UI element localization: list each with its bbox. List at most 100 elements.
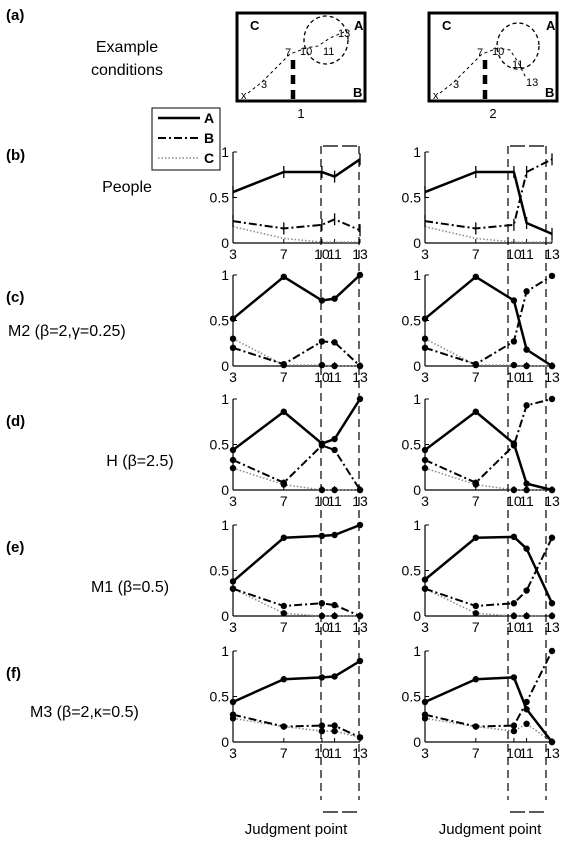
data-point-C-d-2-3 (421, 464, 429, 472)
data-point-A-e-1-3 (229, 578, 237, 585)
y-tick-label-f-1-0: 0 (221, 734, 229, 750)
x-tick-label-f-2-10: 10 (506, 745, 522, 761)
x-axis-title-condition-1: Judgment point (245, 821, 348, 838)
data-point-B-d-1-11 (331, 446, 338, 454)
series-line-B-d-1 (232, 444, 361, 491)
panel-label-e: M1 (β=0.5) (91, 579, 169, 596)
data-point-A-d-1-3 (229, 446, 237, 454)
y-tick-label-e-1-0: 0 (221, 608, 229, 624)
x-tick-label-b-1-3: 3 (229, 246, 237, 262)
condition-1-diagram: C A B x 3 7 10 11 13 1 (235, 11, 367, 121)
x-tick-label-d-1-7: 7 (280, 493, 288, 509)
x-tick-label-e-2-13: 13 (544, 619, 560, 635)
x-tick-label-e-2-10: 10 (506, 619, 522, 635)
data-point-A-f-2-13 (548, 738, 556, 746)
series-line-C-e-1 (232, 588, 360, 617)
data-point-A-c-2-13 (548, 362, 556, 370)
data-point-B-c-1-13 (356, 362, 364, 370)
x-tick-label-b-1-13: 13 (352, 246, 368, 262)
data-point-B-e-1-10 (318, 600, 326, 607)
x-tick-label-f-2-13: 13 (544, 745, 560, 761)
condition-1-point-3: 3 (261, 79, 267, 91)
x-tick-label-f-1-11: 11 (327, 745, 342, 761)
series-line-C-f-1 (232, 717, 361, 739)
y-tick-label-f-2-1: 1 (413, 643, 421, 659)
y-tick-label-b-2-0.5: 0.5 (402, 190, 422, 206)
x-tick-label-e-1-11: 11 (327, 619, 342, 635)
x-tick-label-b-2-10: 10 (506, 246, 522, 262)
data-point-B-e-1-13 (356, 612, 364, 620)
legend-label-C: C (204, 150, 214, 166)
y-tick-label-c-1-0.5: 0.5 (210, 313, 230, 329)
data-point-C-e-2-13 (548, 612, 556, 620)
data-point-A-f-2-11 (523, 706, 530, 713)
data-point-C-f-2-10 (510, 727, 518, 735)
x-tick-label-f-2-11: 11 (519, 745, 534, 761)
y-tick-label-d-2-1: 1 (413, 391, 421, 407)
x-tick-label-b-1-11: 11 (327, 246, 342, 262)
data-point-B-d-1-7 (280, 479, 287, 486)
data-point-C-c-2-3 (421, 335, 429, 342)
data-point-B-e-2-11 (523, 587, 530, 594)
series-line-A-c-2 (424, 275, 553, 368)
condition-1-point-7: 7 (285, 47, 291, 59)
condition-1-start-x: x (241, 90, 247, 102)
data-point-A-d-1-13 (356, 395, 364, 403)
data-point-C-e-2-7 (472, 610, 479, 617)
y-tick-label-d-1-0.5: 0.5 (210, 437, 230, 453)
data-point-C-e-2-11 (523, 612, 530, 620)
series-line-C-b-2 (424, 225, 552, 243)
data-point-C-d-1-11 (331, 486, 338, 494)
x-tick-label-e-2-11: 11 (519, 619, 534, 635)
y-tick-label-b-2-0: 0 (413, 235, 421, 251)
series-line-B-b-2 (424, 158, 553, 230)
data-point-C-e-2-10 (510, 612, 518, 620)
x-tick-label-c-1-7: 7 (280, 369, 288, 385)
panel-label-f: M3 (β=2,κ=0.5) (30, 704, 139, 721)
condition-1-corner-c: C (250, 18, 260, 33)
series-line-A-d-2 (424, 410, 553, 492)
x-tick-label-c-2-11: 11 (519, 369, 534, 385)
data-point-A-d-1-7 (280, 408, 287, 415)
x-tick-label-b-1-10: 10 (314, 246, 330, 262)
data-point-C-d-2-11 (523, 486, 530, 494)
data-point-A-e-1-10 (318, 532, 326, 540)
condition-2-frame (427, 11, 559, 103)
x-tick-label-f-2-3: 3 (421, 745, 429, 761)
x-tick-label-f-1-13: 13 (352, 745, 368, 761)
data-point-A-d-2-10 (510, 440, 518, 447)
condition-2-label: 2 (489, 106, 496, 121)
x-tick-label-c-1-3: 3 (229, 369, 237, 385)
series-line-C-d-2 (424, 467, 552, 491)
data-point-A-c-1-11 (331, 295, 338, 302)
series-line-B-f-2 (424, 650, 553, 728)
data-point-A-c-2-10 (510, 297, 518, 304)
y-tick-label-d-1-0: 0 (221, 482, 229, 498)
data-point-A-c-2-3 (421, 315, 429, 322)
y-tick-label-e-2-0.5: 0.5 (402, 563, 422, 579)
data-point-B-c-2-7 (472, 360, 479, 368)
condition-2-corner-c: C (442, 18, 452, 33)
y-tick-label-e-2-1: 1 (413, 517, 421, 533)
y-tick-label-c-2-0: 0 (413, 358, 421, 374)
y-tick-label-c-2-1: 1 (413, 267, 421, 283)
legend-label-B: B (204, 130, 214, 146)
series-line-C-e-2 (424, 588, 552, 617)
data-point-A-f-2-7 (472, 676, 479, 683)
data-point-B-e-1-7 (280, 602, 287, 610)
condition-1-corner-a: A (354, 18, 364, 33)
data-point-B-c-1-10 (318, 338, 326, 345)
data-point-B-f-2-10 (510, 722, 518, 729)
series-line-B-c-2 (424, 275, 553, 366)
data-point-B-f-1-11 (331, 722, 338, 729)
data-point-B-d-2-3 (421, 456, 429, 464)
data-point-B-c-2-3 (421, 344, 429, 351)
data-point-B-f-1-13 (356, 734, 364, 741)
legend: A B C (151, 107, 221, 171)
series-line-C-d-1 (232, 467, 360, 491)
data-point-A-f-1-3 (229, 698, 237, 706)
x-tick-label-d-2-7: 7 (472, 493, 480, 509)
y-tick-label-d-2-0: 0 (413, 482, 421, 498)
data-point-B-c-1-3 (229, 344, 237, 351)
